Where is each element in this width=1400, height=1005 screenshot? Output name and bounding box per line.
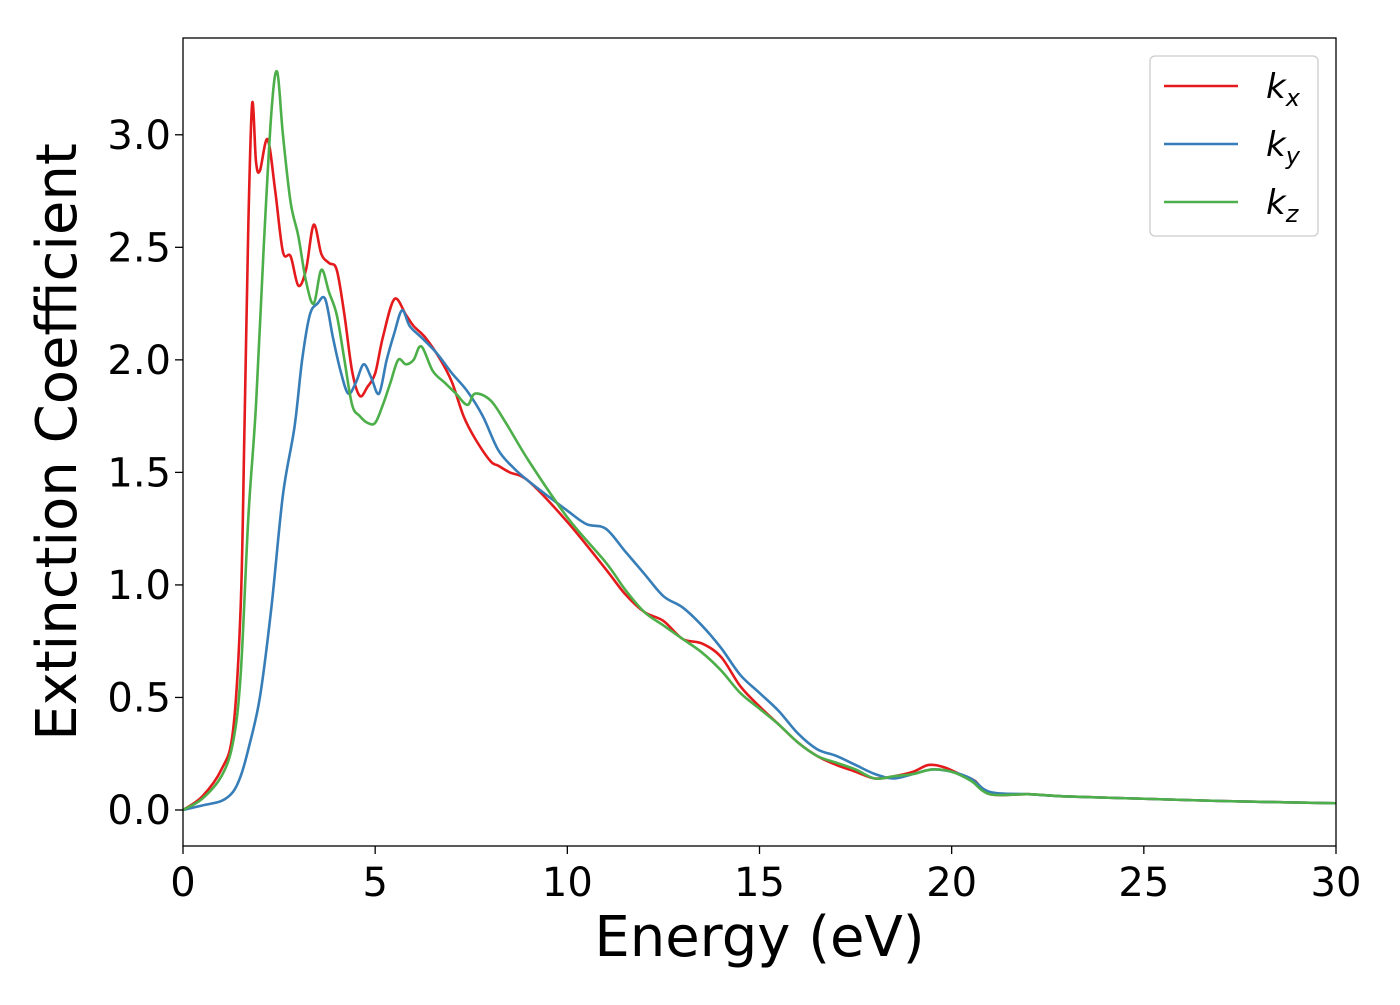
legend: kx ky kz	[1149, 55, 1319, 237]
y-tick-label: 1.5	[107, 450, 171, 496]
y-axis-ticks: 0.0 0.5 1.0 1.5 2.0 2.5 3.0	[107, 113, 183, 834]
series-line-y	[183, 295, 1336, 812]
y-tick-label: 2.0	[107, 338, 171, 384]
y-tick-label: 1.0	[107, 563, 171, 609]
x-tick-label: 15	[734, 860, 785, 906]
y-tick-label: 0.0	[107, 788, 171, 834]
x-tick-label: 25	[1118, 860, 1169, 906]
x-tick-label: 20	[926, 860, 977, 906]
legend-label-z: kz	[1266, 183, 1300, 228]
x-tick-label: 0	[170, 860, 195, 906]
legend-box	[1149, 55, 1319, 237]
x-axis-title: Energy (eV)	[594, 905, 924, 970]
y-tick-label: 3.0	[107, 113, 171, 159]
y-tick-label: 2.5	[107, 225, 171, 271]
series-layer	[183, 69, 1336, 812]
y-axis-title: Extinction Coefficient	[25, 143, 90, 741]
legend-label-y: ky	[1266, 125, 1301, 170]
y-tick-label: 0.5	[107, 675, 171, 721]
x-tick-label: 5	[362, 860, 387, 906]
legend-label-x: kx	[1266, 67, 1301, 112]
x-axis-ticks: 0 5 10 15 20 25 30	[170, 846, 1361, 906]
x-tick-label: 10	[542, 860, 593, 906]
x-tick-label: 30	[1311, 860, 1362, 906]
series-line-z	[183, 69, 1336, 812]
